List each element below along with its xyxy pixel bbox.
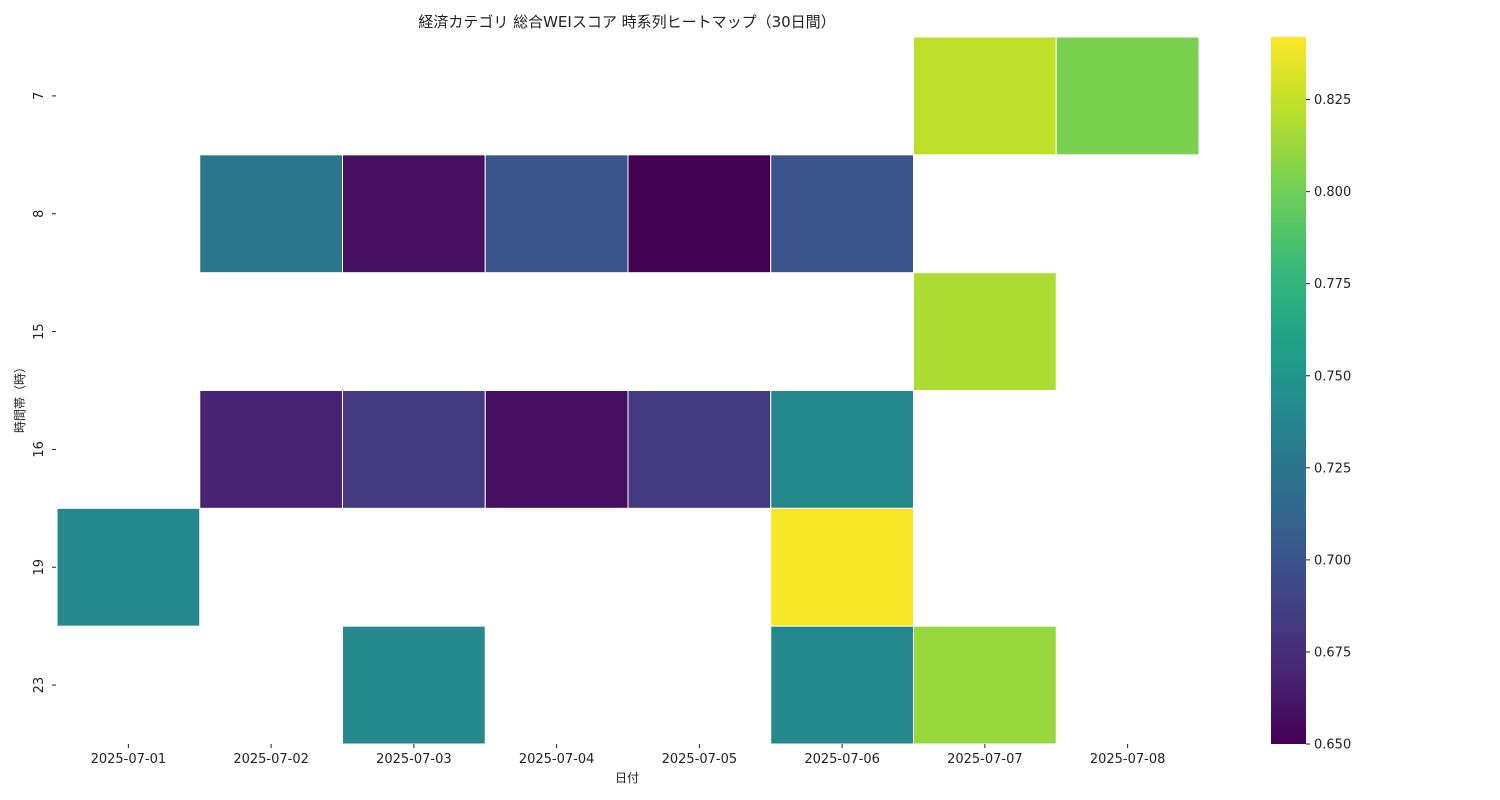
colorbar-tick-label: 0.775 bbox=[1314, 277, 1351, 292]
y-tick-label: 15 bbox=[32, 323, 47, 340]
heatmap-cell-15-2025-07-07 bbox=[913, 272, 1057, 391]
heatmap-cell-7-2025-07-07 bbox=[913, 36, 1057, 156]
heatmap-cell-8-2025-07-03 bbox=[342, 154, 486, 274]
chart-title: 経済カテゴリ 総合WEIスコア 時系列ヒートマップ（30日間） bbox=[418, 13, 835, 31]
colorbar-tick-label: 0.750 bbox=[1314, 369, 1351, 384]
x-tick-label: 2025-07-02 bbox=[233, 752, 309, 767]
heatmap-cell-19-2025-07-06 bbox=[770, 507, 914, 627]
y-tick-label: 23 bbox=[32, 677, 47, 694]
heatmap-cell-8-2025-07-04 bbox=[484, 154, 629, 274]
heatmap-cell-23-2025-07-03 bbox=[342, 625, 486, 745]
colorbar: 0.650 0.675 0.700 0.725 0.750 0.775 0.800 0.825 bbox=[1271, 37, 1351, 753]
heatmap-cell-16-2025-07-06 bbox=[770, 390, 914, 509]
x-tick-label: 2025-07-07 bbox=[947, 752, 1023, 767]
x-tick-label: 2025-07-06 bbox=[804, 752, 880, 767]
y-tick-label: 16 bbox=[32, 441, 47, 458]
colorbar-tick-label: 0.725 bbox=[1314, 461, 1351, 476]
colorbar-gradient bbox=[1271, 37, 1306, 744]
heatmap-cell-7-2025-07-08 bbox=[1055, 36, 1200, 156]
y-axis: 7 8 15 16 19 23 bbox=[32, 92, 56, 694]
x-tick-label: 2025-07-03 bbox=[376, 752, 452, 767]
x-tick-label: 2025-07-01 bbox=[91, 752, 167, 767]
y-tick-label: 19 bbox=[32, 559, 47, 576]
colorbar-tick-label: 0.700 bbox=[1314, 553, 1351, 568]
x-tick-label: 2025-07-05 bbox=[662, 752, 738, 767]
heatmap-cell-8-2025-07-02 bbox=[199, 154, 343, 274]
colorbar-tick-label: 0.800 bbox=[1314, 185, 1351, 200]
x-tick-label: 2025-07-08 bbox=[1090, 752, 1166, 767]
x-tick-label: 2025-07-04 bbox=[519, 752, 595, 767]
colorbar-tick-label: 0.675 bbox=[1314, 645, 1351, 660]
heatmap-cell-16-2025-07-02 bbox=[199, 390, 343, 509]
colorbar-tick-label: 0.650 bbox=[1314, 738, 1351, 753]
heatmap-cell-16-2025-07-03 bbox=[342, 390, 486, 509]
y-tick-label: 8 bbox=[32, 210, 47, 218]
colorbar-tick-label: 0.825 bbox=[1314, 93, 1351, 108]
x-axis: 2025-07-01 2025-07-02 2025-07-03 2025-07-04… bbox=[91, 744, 1166, 767]
heatmap-cell-19-2025-07-01 bbox=[56, 507, 201, 627]
heatmap-cell-8-2025-07-05 bbox=[627, 154, 772, 274]
heatmap-cell-23-2025-07-06 bbox=[770, 625, 914, 745]
heatmap-cell-16-2025-07-04 bbox=[484, 390, 629, 509]
heatmap-cell-8-2025-07-06 bbox=[770, 154, 914, 274]
x-axis-label: 日付 bbox=[615, 771, 639, 785]
heatmap-cells bbox=[56, 36, 1200, 745]
y-axis-label: 時間帯（時） bbox=[13, 361, 27, 433]
heatmap-cell-16-2025-07-05 bbox=[627, 390, 772, 509]
heatmap-cell-23-2025-07-07 bbox=[913, 625, 1057, 745]
y-tick-label: 7 bbox=[32, 92, 47, 100]
